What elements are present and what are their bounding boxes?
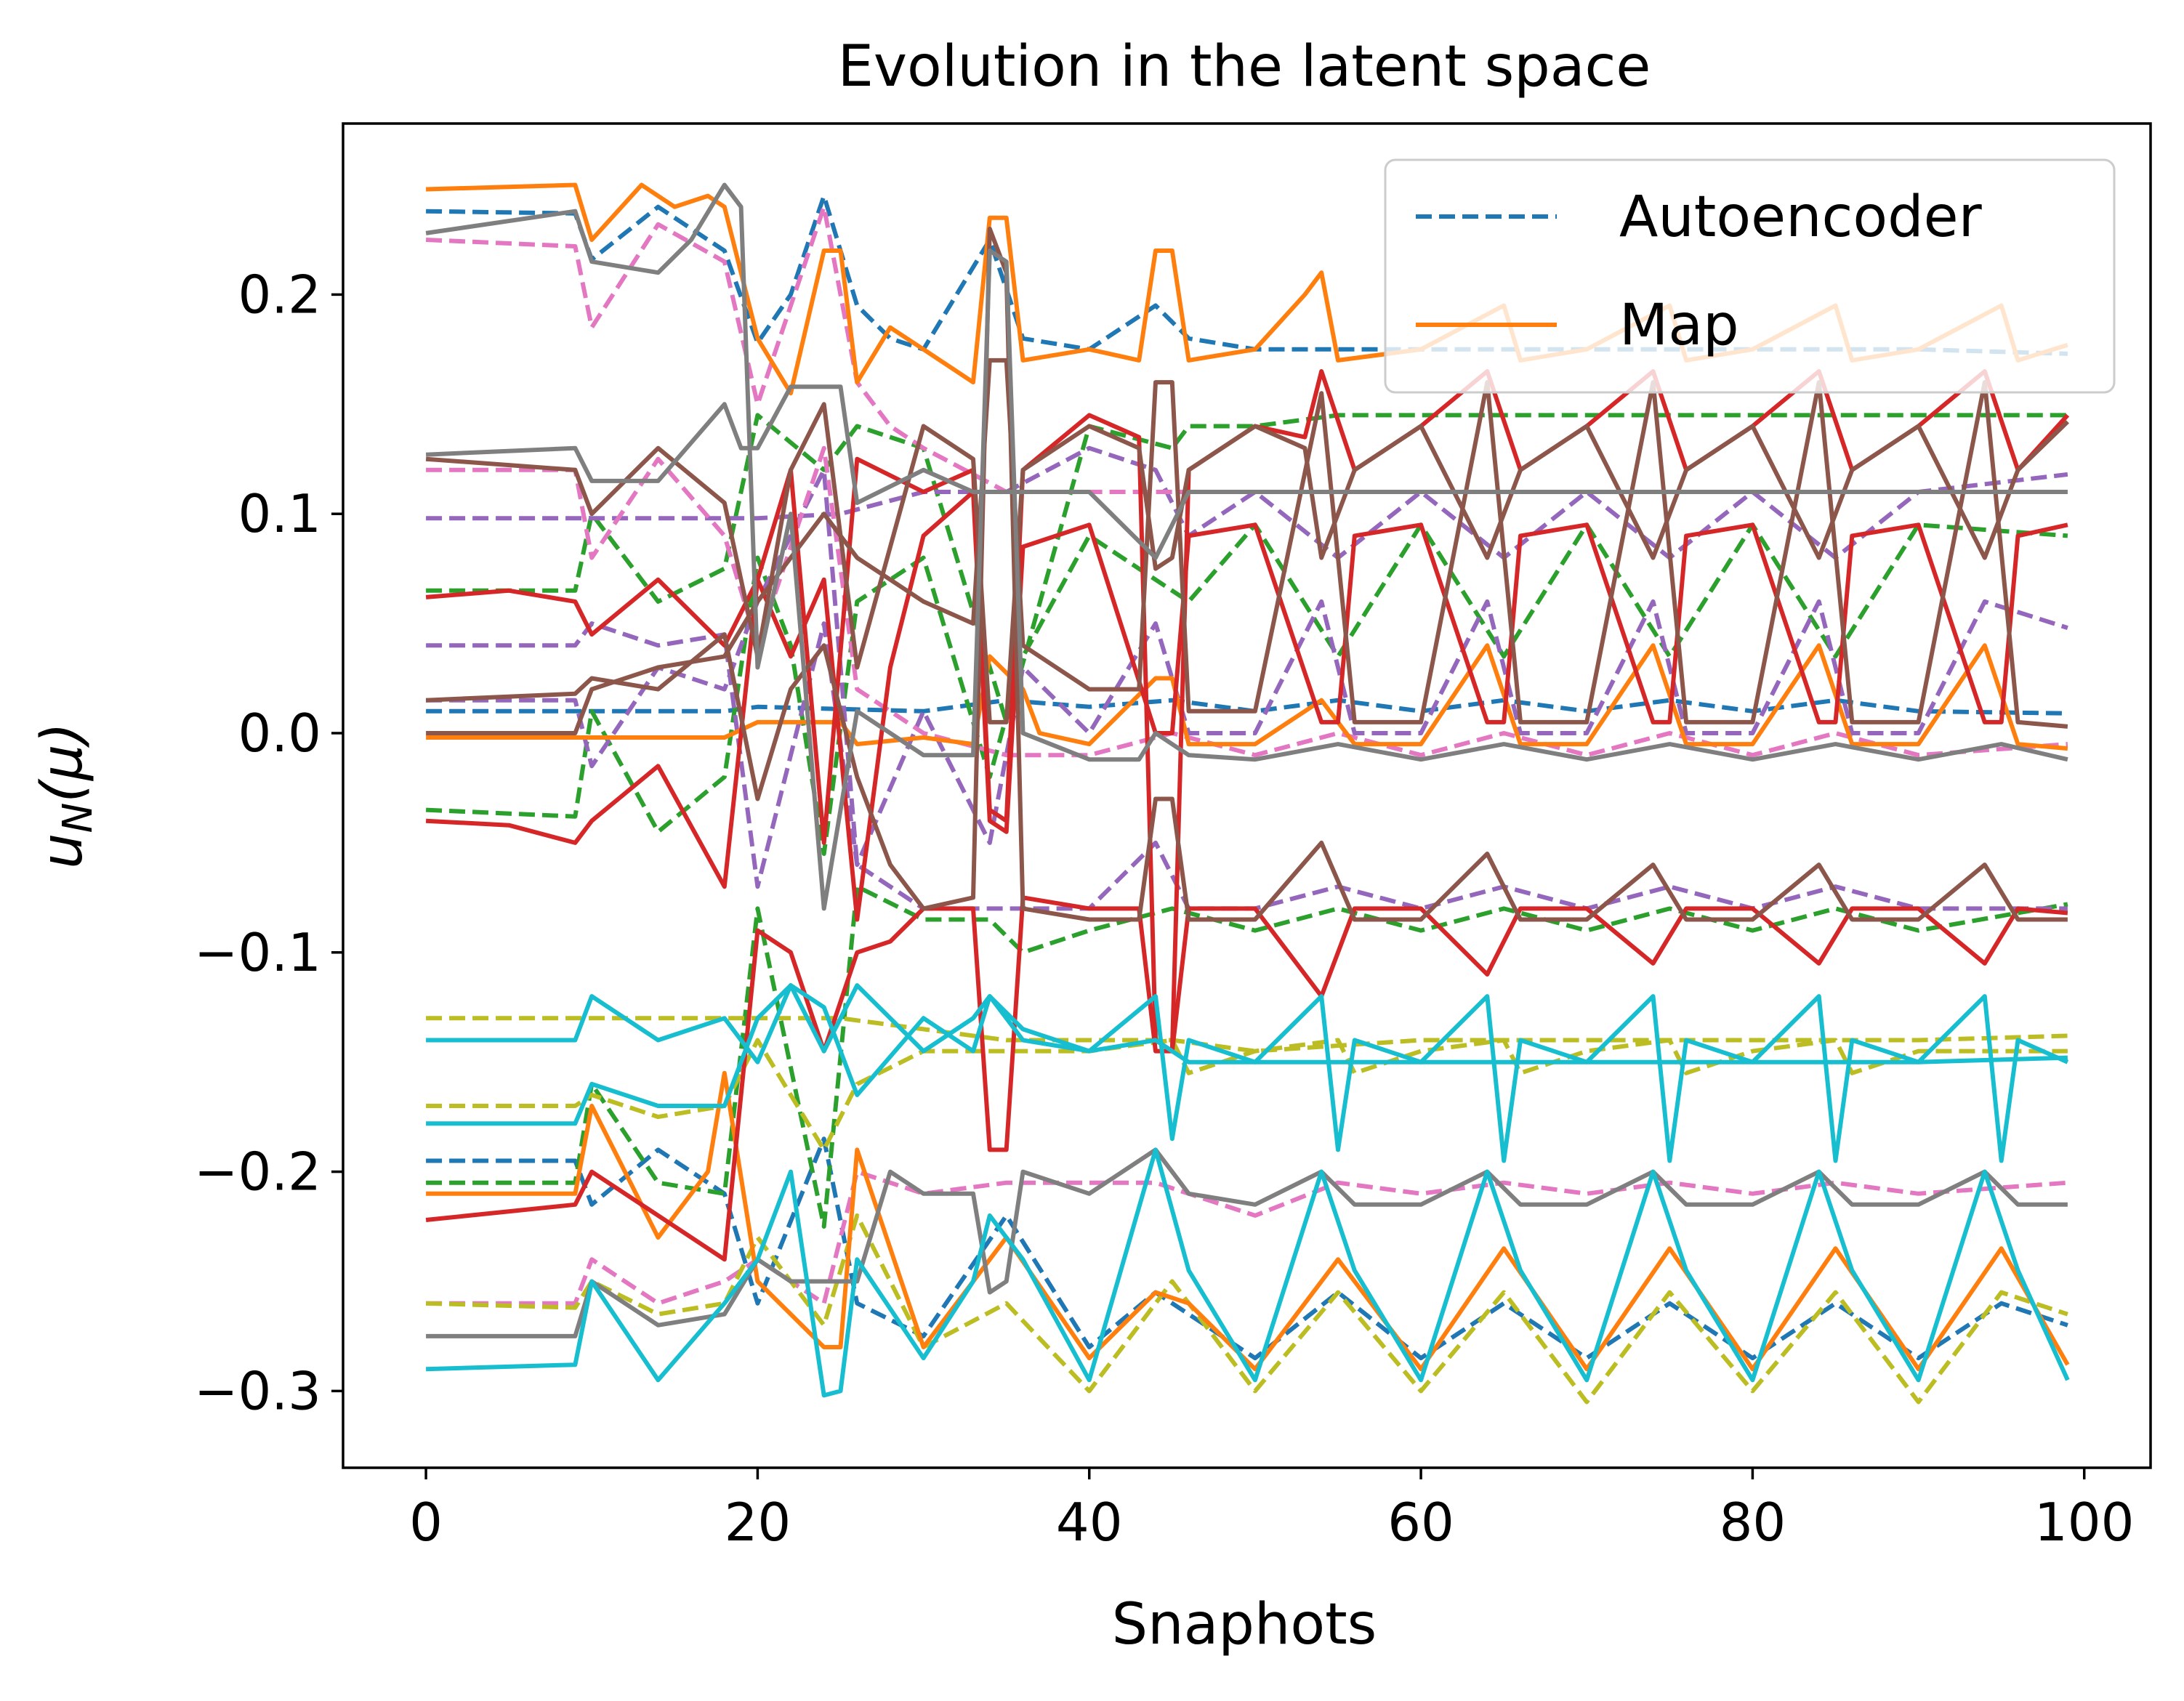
x-tick-label: 100 bbox=[2034, 1492, 2134, 1553]
series-line-autoencoder-7 bbox=[426, 599, 2068, 889]
legend-box bbox=[1384, 158, 2116, 394]
series-line-map-27 bbox=[426, 983, 2069, 1163]
series-line-map-25 bbox=[425, 384, 2068, 560]
x-axis-label: Snaphots bbox=[1112, 1592, 1377, 1657]
x-tick-label: 20 bbox=[725, 1492, 791, 1553]
plot-series bbox=[425, 182, 2070, 1405]
x-tick-label: 40 bbox=[1056, 1492, 1123, 1553]
y-tick-label: −0.1 bbox=[194, 922, 321, 983]
series-line-autoencoder-12 bbox=[426, 1016, 2068, 1054]
series-line-map-17 bbox=[426, 1070, 2070, 1372]
y-axis-label-sub: N bbox=[55, 803, 102, 833]
series-line-autoencoder-14 bbox=[426, 1213, 2068, 1405]
x-tick-label: 60 bbox=[1387, 1492, 1454, 1553]
series-line-map-21 bbox=[425, 402, 2069, 724]
series-line-map-28 bbox=[426, 983, 2068, 1126]
series-line-map-24 bbox=[425, 182, 2068, 911]
x-axis: 0 20 40 60 80 100 bbox=[409, 1468, 2134, 1553]
y-axis-label-main: u bbox=[30, 833, 95, 868]
y-tick-label: 0.0 bbox=[238, 703, 321, 764]
series-line-map-18 bbox=[425, 490, 2068, 922]
y-axis: −0.3 −0.2 −0.1 0.0 0.1 0.2 bbox=[194, 264, 343, 1421]
legend-label-map: Map bbox=[1619, 293, 1739, 358]
y-tick-label: −0.2 bbox=[194, 1142, 321, 1203]
legend-label-autoencoder: Autoencoder bbox=[1619, 185, 1983, 250]
y-axis-label-rest: (μ) bbox=[30, 722, 95, 803]
y-tick-label: −0.3 bbox=[194, 1360, 321, 1421]
x-tick-label: 0 bbox=[409, 1492, 443, 1553]
series-line-autoencoder-11 bbox=[426, 1169, 2068, 1306]
plot-frame bbox=[342, 122, 2152, 1469]
y-axis-label: uN(μ) bbox=[30, 722, 102, 869]
y-tick-label: 0.1 bbox=[238, 483, 321, 544]
series-line-autoencoder-13 bbox=[426, 1038, 2068, 1152]
legend: Autoencoder Map bbox=[1384, 158, 2116, 394]
series-line-map-29 bbox=[426, 1147, 2070, 1398]
series-line-map-23 bbox=[426, 357, 2068, 735]
series-line-map-16 bbox=[426, 643, 2068, 751]
chart-title: Evolution in the latent space bbox=[838, 34, 1651, 100]
series-line-autoencoder-8 bbox=[426, 467, 2068, 911]
y-tick-label: 0.2 bbox=[238, 264, 321, 325]
series-line-autoencoder-4 bbox=[425, 522, 2068, 856]
series-line-autoencoder-3 bbox=[426, 413, 2068, 724]
series-line-map-22 bbox=[425, 226, 2068, 922]
series-line-map-26 bbox=[426, 1147, 2068, 1338]
x-tick-label: 80 bbox=[1720, 1492, 1786, 1553]
